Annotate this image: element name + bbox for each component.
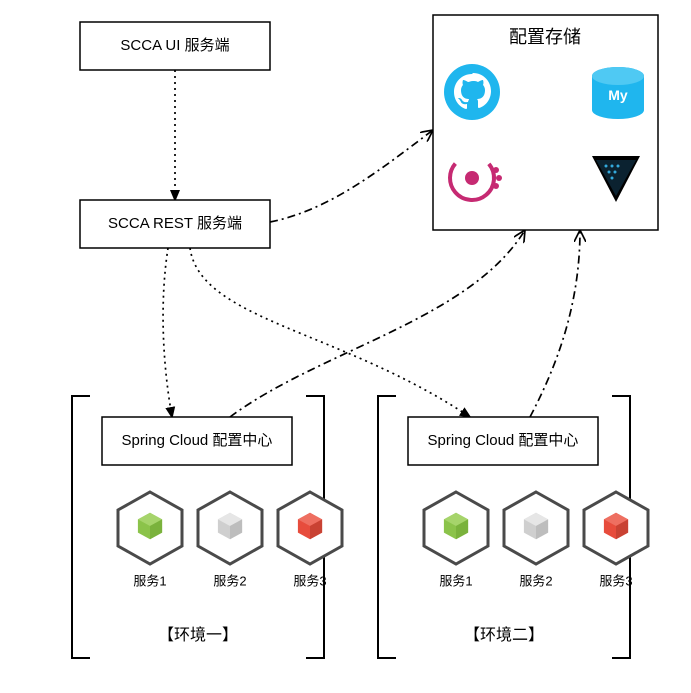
env2-bracket-left xyxy=(378,396,396,658)
env1-label: 【环境一】 xyxy=(158,625,238,644)
diagram-canvas: SCCA UI 服务端 SCCA REST 服务端 配置存储 My xyxy=(0,0,691,693)
node-scca-ui: SCCA UI 服务端 xyxy=(80,22,270,70)
service-cube xyxy=(118,492,182,564)
env2-label: 【环境二】 xyxy=(464,625,544,644)
edge-rest-to-config1 xyxy=(163,248,172,417)
env1-s3-label: 服务3 xyxy=(293,573,326,588)
edge-rest-to-storage xyxy=(270,130,433,222)
svg-text:My: My xyxy=(608,87,628,103)
edge-config1-to-storage xyxy=(230,230,525,417)
edge-config2-to-storage xyxy=(530,230,580,417)
scca-rest-label: SCCA REST 服务端 xyxy=(108,215,242,232)
env1-s1-label: 服务1 xyxy=(133,573,166,588)
edge-rest-to-config2 xyxy=(190,248,470,417)
node-storage: 配置存储 My xyxy=(433,15,658,230)
env2-s1-label: 服务1 xyxy=(439,573,472,588)
node-scca-rest: SCCA REST 服务端 xyxy=(80,200,270,248)
github-icon xyxy=(444,64,500,120)
mysql-icon: My xyxy=(592,67,644,119)
service-cube xyxy=(278,492,342,564)
service-cube xyxy=(424,492,488,564)
env1-s2-label: 服务2 xyxy=(213,573,246,588)
service-cube xyxy=(584,492,648,564)
node-config2: Spring Cloud 配置中心 xyxy=(408,417,598,465)
service-cube xyxy=(504,492,568,564)
storage-title: 配置存储 xyxy=(509,27,581,47)
env2-s2-label: 服务2 xyxy=(519,573,552,588)
env2-s3-label: 服务3 xyxy=(599,573,632,588)
config2-label: Spring Cloud 配置中心 xyxy=(428,432,579,449)
env2-services: 服务1 服务2 服务3 xyxy=(424,492,648,588)
config1-label: Spring Cloud 配置中心 xyxy=(122,432,273,449)
node-config1: Spring Cloud 配置中心 xyxy=(102,417,292,465)
service-cube xyxy=(198,492,262,564)
env1-bracket-left xyxy=(72,396,90,658)
env1-services: 服务1 服务2 服务3 xyxy=(118,492,342,588)
scca-ui-label: SCCA UI 服务端 xyxy=(120,37,229,54)
